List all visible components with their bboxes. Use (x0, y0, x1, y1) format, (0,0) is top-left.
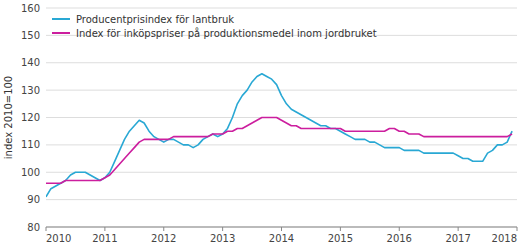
y-tick-label: 120 (21, 112, 40, 123)
y-tick-label: 80 (27, 222, 40, 233)
x-tick (399, 227, 400, 231)
x-tick (458, 227, 459, 231)
chart-container: 80 90 100 110 120 130 140 150 160 index 2010=100 2… (0, 0, 529, 249)
grid (46, 8, 517, 227)
y-tick-label: 160 (21, 3, 40, 14)
grid-line (46, 199, 517, 200)
x-tick-label: 2013 (210, 233, 235, 244)
x-tick-label: 2015 (328, 233, 353, 244)
y-axis: 80 90 100 110 120 130 140 150 160 (21, 3, 40, 233)
series-line (46, 118, 512, 184)
x-tick (340, 227, 341, 231)
legend-swatch (52, 32, 70, 34)
y-tick-label: 100 (21, 167, 40, 178)
x-tick (222, 227, 223, 231)
grid-line (46, 8, 517, 9)
x-tick (281, 227, 282, 231)
x-axis: 2010 2011 2012 2013 2014 2015 2016 2017 2018 (46, 227, 517, 244)
x-tick-label: 2017 (445, 233, 470, 244)
grid-line (46, 90, 517, 91)
legend-label: Index för inköpspriser på produktionsmed… (76, 27, 377, 39)
y-tick-label: 90 (27, 194, 40, 205)
y-axis-label: index 2010=100 (3, 76, 14, 159)
grid-line (46, 172, 517, 173)
x-tick-label: 2012 (151, 233, 176, 244)
x-tick-label: 2016 (387, 233, 412, 244)
chart: 80 90 100 110 120 130 140 150 160 index 2010=100 2… (0, 0, 529, 249)
x-tick (517, 227, 518, 231)
series-line (46, 74, 512, 197)
x-tick (104, 227, 105, 231)
y-tick-label: 130 (21, 85, 40, 96)
x-tick (163, 227, 164, 231)
grid-line (46, 144, 517, 145)
grid-line (46, 62, 517, 63)
series-lines (46, 74, 512, 197)
y-tick-label: 110 (21, 139, 40, 150)
x-tick-label: 2011 (92, 233, 117, 244)
legend-label: Producentprisindex för lantbruk (76, 14, 234, 25)
legend-swatch (52, 18, 70, 20)
x-tick-label: 2014 (269, 233, 294, 244)
legend: Producentprisindex för lantbruk Index för… (52, 14, 377, 39)
y-tick-label: 150 (21, 30, 40, 41)
x-tick-label: 2010 (46, 233, 71, 244)
y-tick-label: 140 (21, 57, 40, 68)
x-tick-label: 2018 (492, 233, 517, 244)
x-tick (46, 227, 47, 231)
grid-line (46, 117, 517, 118)
